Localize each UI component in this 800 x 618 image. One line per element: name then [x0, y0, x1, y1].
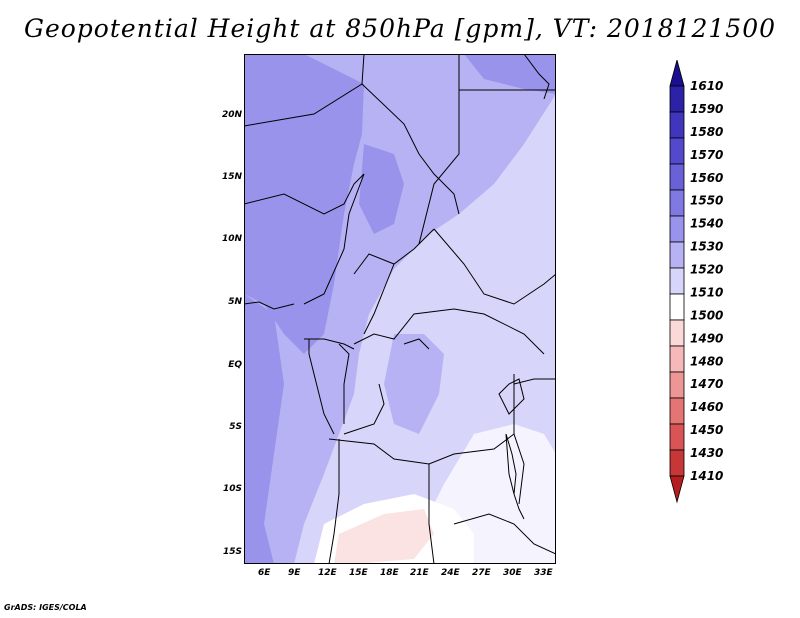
colorbar-svg: 1610 1590 1580 1570 1560 1550 1540 1530 1520 1510…	[669, 58, 723, 504]
lon-label: 30E	[503, 568, 522, 578]
lon-label: 33E	[534, 568, 553, 578]
colorbar-label: 1500	[690, 308, 723, 322]
lon-label: 21E	[410, 568, 429, 578]
lon-label: 18E	[380, 568, 399, 578]
colorbar-top-arrow	[669, 58, 685, 87]
lat-label: 15S	[222, 547, 242, 557]
lon-label: 6E	[258, 568, 271, 578]
colorbar-box	[669, 215, 685, 243]
map-panel: 20N 15N 10N 5N EQ 5S 10S 15S 6E 9E 12E 1…	[222, 54, 556, 578]
colorbar-label: 1510	[690, 285, 723, 299]
colorbar-label: 1550	[690, 194, 723, 208]
colorbar-box	[669, 85, 685, 113]
field-1530-inland	[384, 334, 444, 434]
colorbar-box	[669, 241, 685, 269]
lat-label: 10N	[221, 234, 242, 244]
lon-label: 9E	[288, 568, 301, 578]
colorbar-label: 1560	[690, 171, 723, 185]
field-pink-south	[334, 509, 434, 564]
colorbar-bottom-arrow	[669, 475, 685, 504]
lat-label: 5N	[228, 297, 242, 307]
lon-label: 27E	[472, 568, 491, 578]
colorbar-label: 1450	[690, 423, 723, 437]
lon-label: 15E	[349, 568, 368, 578]
colorbar-label: 1460	[690, 400, 723, 414]
colorbar-box	[669, 267, 685, 295]
colorbar-box	[669, 137, 685, 165]
lon-labels: 6E 9E 12E 15E 18E 21E 24E 27E 30E 33E	[244, 568, 556, 582]
field-1540-west-coast	[244, 294, 284, 564]
lon-label: 24E	[441, 568, 460, 578]
colorbar-label: 1430	[690, 446, 723, 460]
colorbar-box	[669, 345, 685, 373]
field-1540-center	[359, 144, 404, 234]
colorbar-box	[669, 397, 685, 425]
colorbar-box	[669, 163, 685, 191]
colorbar-label: 1570	[690, 148, 723, 162]
field-1540-top-right	[464, 54, 556, 94]
map-svg	[244, 54, 556, 564]
chart-title: Geopotential Height at 850hPa [gpm], VT:…	[23, 14, 777, 43]
colorbar-label: 1490	[690, 331, 723, 345]
colorbar-box	[669, 371, 685, 399]
colorbar-box	[669, 189, 685, 217]
colorbar-label: 1410	[690, 469, 723, 483]
map-frame	[244, 54, 556, 564]
lat-label: EQ	[228, 360, 242, 370]
colorbar-box	[669, 293, 685, 321]
colorbar-label: 1610	[690, 79, 723, 93]
lat-label: 20N	[221, 110, 242, 120]
colorbar-label: 1540	[690, 217, 723, 231]
colorbar-box	[669, 423, 685, 451]
grads-credit: GrADS: IGES/COLA	[4, 603, 87, 612]
lakes-and-coast	[403, 54, 550, 520]
colorbar: 1610 1590 1580 1570 1560 1550 1540 1530 1520 1510…	[666, 58, 736, 560]
country-borders	[244, 54, 556, 564]
colorbar-label: 1530	[690, 240, 723, 254]
colorbar-box	[669, 319, 685, 347]
colorbar-label: 1520	[690, 263, 723, 277]
colorbar-label: 1470	[690, 377, 723, 391]
lat-label: 5S	[229, 422, 242, 432]
lon-label: 12E	[318, 568, 337, 578]
colorbar-label: 1590	[690, 102, 723, 116]
lat-labels: 20N 15N 10N 5N EQ 5S 10S 15S	[214, 54, 242, 564]
colorbar-box	[669, 111, 685, 139]
colorbar-label: 1480	[690, 354, 723, 368]
lat-label: 15N	[221, 172, 242, 182]
colorbar-label: 1580	[690, 125, 723, 139]
lat-label: 10S	[222, 484, 242, 494]
colorbar-box	[669, 449, 685, 477]
